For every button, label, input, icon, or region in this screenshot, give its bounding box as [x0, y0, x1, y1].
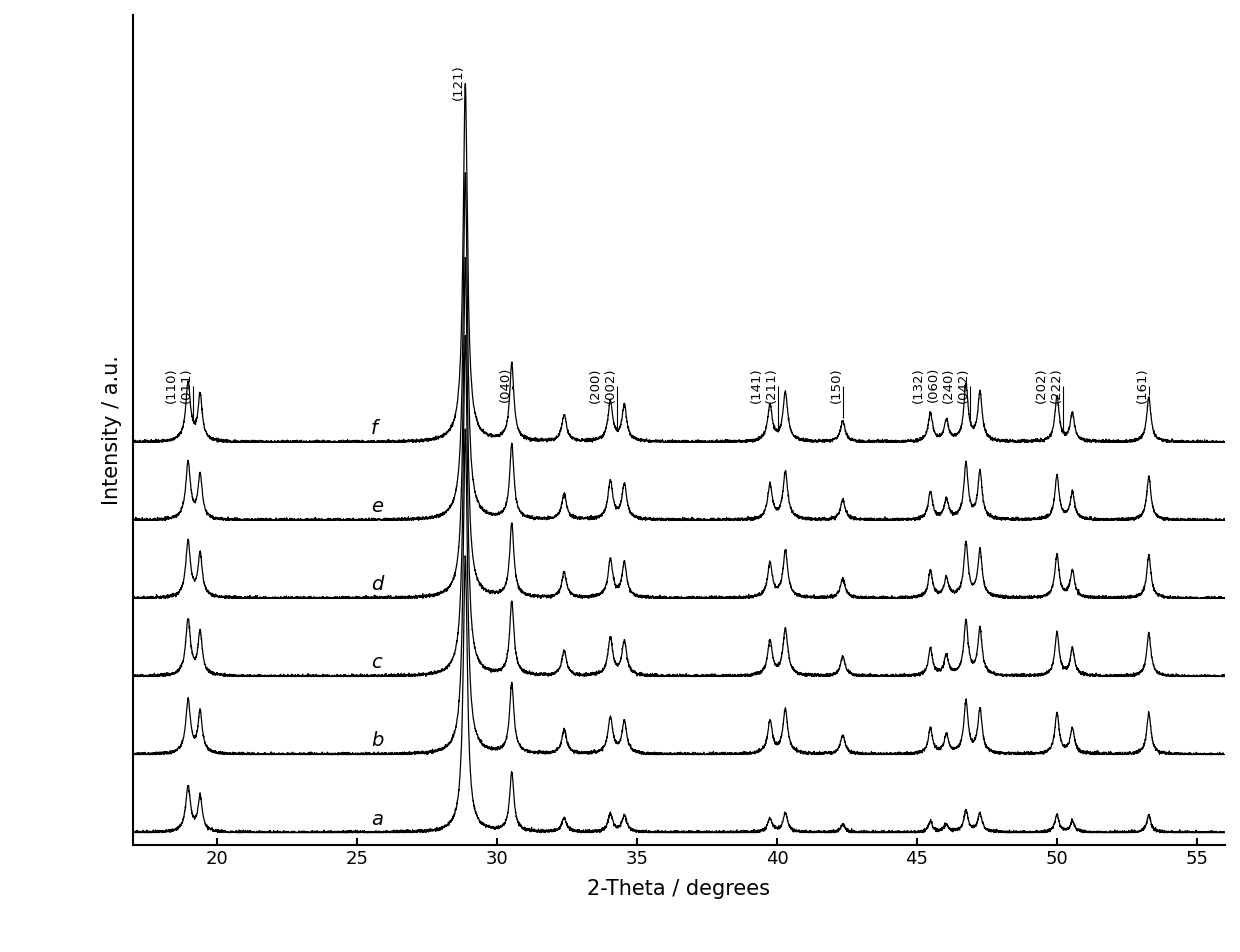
Text: (121): (121)	[453, 64, 465, 100]
Text: e: e	[371, 497, 383, 516]
Text: d: d	[371, 575, 383, 594]
Text: (200)
(002): (200) (002)	[589, 367, 618, 403]
Text: f: f	[371, 419, 378, 438]
Text: c: c	[371, 653, 382, 672]
Text: (161): (161)	[1136, 367, 1148, 403]
Y-axis label: Intensity / a.u.: Intensity / a.u.	[102, 355, 122, 505]
Text: (132)
(060)
(240)
(042): (132) (060) (240) (042)	[913, 367, 970, 403]
Text: (202)
(222): (202) (222)	[1034, 367, 1063, 403]
Text: (141)
(211): (141) (211)	[750, 367, 779, 403]
Text: b: b	[371, 731, 383, 750]
Text: (110)
(011): (110) (011)	[165, 367, 193, 403]
Text: (150): (150)	[830, 367, 843, 403]
Text: a: a	[371, 809, 383, 828]
Text: (040): (040)	[498, 367, 512, 403]
X-axis label: 2-Theta / degrees: 2-Theta / degrees	[588, 879, 770, 899]
